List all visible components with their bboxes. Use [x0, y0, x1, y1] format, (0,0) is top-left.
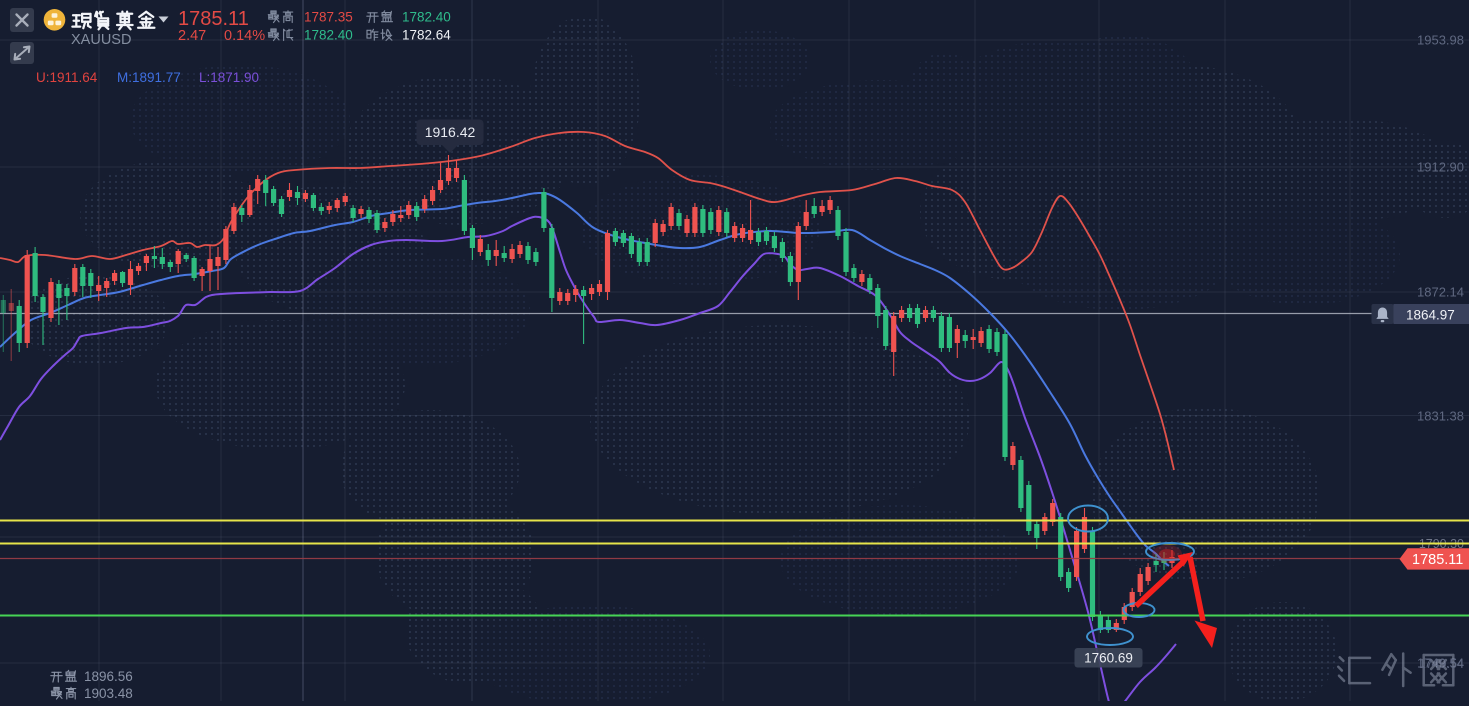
- svg-text:1782.64: 1782.64: [402, 28, 451, 43]
- svg-text:1749.54: 1749.54: [1419, 657, 1464, 671]
- svg-text:0.14%: 0.14%: [224, 28, 265, 44]
- svg-text:1912.90: 1912.90: [1417, 160, 1464, 175]
- svg-text:U:1911.64: U:1911.64: [36, 70, 98, 85]
- svg-text:1896.56: 1896.56: [84, 669, 133, 684]
- svg-text:1782.40: 1782.40: [402, 10, 451, 25]
- svg-text:XAUUSD: XAUUSD: [71, 32, 131, 48]
- svg-text:1903.48: 1903.48: [84, 686, 133, 701]
- svg-text:1831.38: 1831.38: [1417, 409, 1464, 424]
- svg-text:1864.97: 1864.97: [1406, 308, 1455, 323]
- svg-text:2.47: 2.47: [178, 28, 206, 44]
- svg-text:1953.98: 1953.98: [1417, 33, 1464, 48]
- svg-text:1760.69: 1760.69: [1084, 651, 1133, 666]
- svg-text:1787.35: 1787.35: [304, 10, 353, 25]
- svg-text:1916.42: 1916.42: [425, 124, 476, 140]
- svg-text:L:1871.90: L:1871.90: [199, 70, 259, 85]
- svg-text:1785.11: 1785.11: [178, 8, 249, 30]
- svg-text:1872.14: 1872.14: [1417, 285, 1464, 300]
- svg-text:1785.11: 1785.11: [1412, 552, 1463, 568]
- svg-text:1782.40: 1782.40: [304, 28, 353, 43]
- svg-text:M:1891.77: M:1891.77: [117, 70, 181, 85]
